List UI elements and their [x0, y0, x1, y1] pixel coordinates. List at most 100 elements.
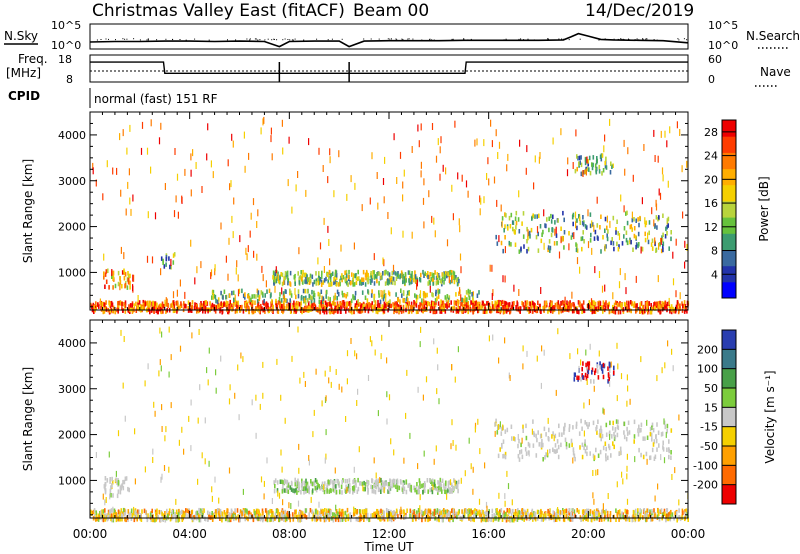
velocity-cell [517, 443, 519, 449]
velocity-cell [593, 455, 596, 460]
velocity-cell [444, 509, 447, 515]
power-cell [348, 269, 350, 275]
power-cell [653, 306, 656, 311]
power-cell [227, 301, 229, 306]
velocity-cell [600, 436, 602, 442]
power-cell [641, 309, 644, 315]
power-cell [169, 264, 171, 270]
power-cell [555, 233, 558, 238]
power-cell [331, 271, 334, 276]
velocity-cell [491, 513, 494, 519]
velocity-cell [645, 512, 648, 517]
velocity-cell [298, 483, 300, 489]
power-speckle [411, 231, 413, 239]
power-cell [570, 235, 573, 240]
velocity-cell [602, 445, 605, 451]
power-cell [360, 277, 363, 282]
velocity-cell [590, 517, 593, 523]
nsearch-point [624, 39, 626, 41]
nsearch-point [402, 39, 404, 41]
power-speckle [382, 257, 384, 265]
velocity-cell [284, 479, 287, 484]
velocity-cell [257, 512, 260, 517]
velocity-cell [374, 489, 377, 495]
velocity-cell [395, 508, 398, 514]
velocity-cell [514, 437, 516, 442]
nsearch-point [558, 38, 560, 40]
power-cell [456, 281, 459, 287]
velocity-cell [427, 508, 430, 513]
power-speckle [575, 129, 577, 137]
velocity-cell [285, 516, 288, 521]
power-cell [112, 274, 115, 280]
velocity-cell [685, 508, 688, 513]
power-cell [111, 302, 114, 307]
power-cell [653, 302, 655, 307]
power-cell [529, 301, 531, 306]
power-cell [242, 309, 245, 314]
velocity-cell [323, 517, 326, 523]
power-cell [388, 279, 390, 284]
velocity-cell [345, 484, 347, 489]
velocity-cell [166, 508, 168, 514]
power-cell [303, 308, 305, 313]
power-cell [583, 170, 585, 175]
velocity-cell [536, 516, 539, 521]
velocity-cell [109, 477, 111, 482]
velocity-cell [615, 419, 618, 424]
power-speckle [420, 170, 422, 178]
power-cell [354, 295, 356, 301]
velocity-cell [616, 424, 619, 429]
power-cell [435, 309, 438, 314]
power-cell [605, 244, 607, 249]
velocity-cell [498, 509, 501, 514]
power-speckle [350, 175, 352, 183]
power-cell [328, 275, 330, 281]
velocity-cell [678, 515, 680, 520]
power-speckle [587, 241, 590, 249]
power-cell [504, 302, 507, 308]
velocity-cell [593, 511, 595, 517]
power-cell [406, 290, 409, 296]
power-cell [585, 225, 588, 230]
velocity-cell [628, 517, 631, 522]
noise-panel-frame [89, 23, 689, 50]
power-cell [123, 302, 125, 307]
power-cell [238, 288, 241, 294]
velocity-cell [349, 487, 351, 493]
power-speckle [543, 242, 545, 250]
velocity-cell [436, 517, 438, 522]
power-cell [597, 305, 600, 311]
power-speckle [538, 156, 540, 164]
power-cell [528, 230, 531, 236]
nsearch-point [623, 39, 625, 41]
power-speckle [261, 265, 263, 273]
power-cell [325, 276, 327, 282]
velocity-cell [561, 432, 563, 437]
velocity-cell [608, 443, 610, 449]
power-cell [232, 290, 235, 295]
velocity-cell [427, 517, 429, 523]
power-cell [612, 215, 615, 221]
velocity-cell [525, 423, 527, 429]
velocity-cell [374, 481, 377, 487]
power-cell [621, 302, 623, 307]
power-cell [123, 276, 126, 281]
velocity-cell [365, 513, 367, 518]
velocity-cell [670, 428, 673, 433]
power-cell [631, 217, 634, 223]
power-cell [306, 305, 309, 310]
power-cell [589, 238, 592, 243]
power-cell [357, 302, 360, 307]
power-cell [532, 300, 534, 306]
power-cell [477, 301, 479, 306]
power-cell [194, 302, 196, 307]
power-cell [514, 230, 516, 235]
power-cell [333, 308, 336, 314]
power-cell [453, 271, 456, 276]
power-cell [565, 306, 568, 312]
power-cell [472, 304, 474, 309]
velocity-cell [395, 484, 397, 489]
velocity-cell [302, 486, 304, 491]
velocity-cell [568, 443, 571, 448]
